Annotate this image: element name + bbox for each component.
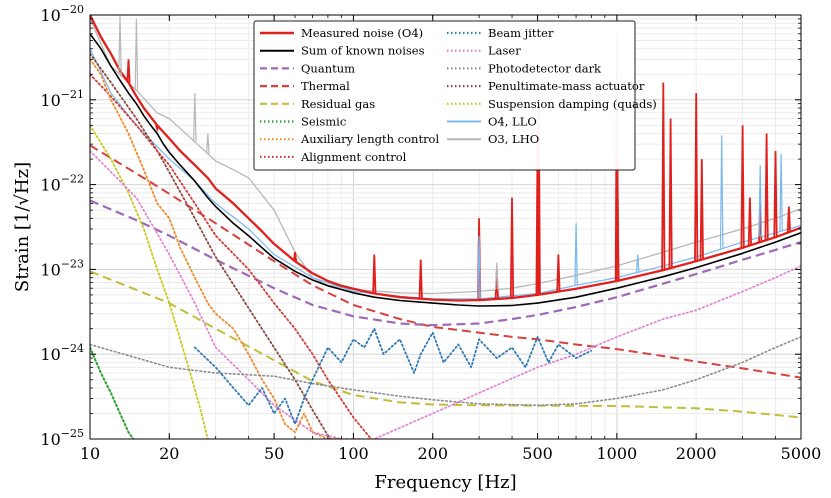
legend-label: Measured noise (O4) <box>301 26 423 40</box>
legend-frame <box>253 20 636 171</box>
y-tick-label: 10−20 <box>40 3 84 25</box>
spectral-line-spike <box>574 223 578 286</box>
legend-label: Alignment control <box>300 150 407 164</box>
spectral-line-spike <box>206 133 210 154</box>
spectral-line-spike <box>495 262 499 290</box>
x-tick-label: 2000 <box>676 444 717 463</box>
spectral-line-spike <box>661 82 666 271</box>
legend-label: Beam jitter <box>488 26 554 40</box>
spectral-line-spike <box>668 118 673 269</box>
spectral-line-spike <box>134 18 139 91</box>
legend-label: O3, LHO <box>488 132 539 146</box>
x-tick-label: 50 <box>264 444 284 463</box>
legend-label: Suspension damping (quads) <box>488 97 657 111</box>
y-tick-label: 10−21 <box>40 88 84 110</box>
spectral-line-spike <box>764 133 769 241</box>
x-tick-label: 20 <box>159 444 179 463</box>
series-measured-noise-o4 <box>90 15 801 302</box>
spectral-line-spike <box>292 251 298 262</box>
y-tick-label: 10−25 <box>40 427 84 449</box>
spectral-line-spike <box>556 254 561 292</box>
series-suspension-damping-quads <box>90 124 209 439</box>
x-axis-title: Frequency [Hz] <box>374 472 516 493</box>
x-tick-label: 10 <box>80 444 100 463</box>
legend-label: Seismic <box>301 115 346 129</box>
spectral-line-spike <box>719 135 724 249</box>
x-tick-label: 200 <box>417 444 448 463</box>
spectral-line-spike <box>786 206 791 233</box>
x-tick-label: 5000 <box>781 444 822 463</box>
spectral-line-spike <box>509 197 515 299</box>
series-seismic <box>90 346 135 439</box>
series-auxiliary-length-control <box>90 58 343 439</box>
y-axis-title: Strain [1/√Hz] <box>12 162 33 292</box>
spectral-line-spike <box>747 197 752 246</box>
spectral-line-spike <box>758 165 762 238</box>
spectral-line-spike <box>118 15 122 75</box>
spectral-line-spike <box>477 235 481 299</box>
legend-label: O4, LLO <box>488 115 537 129</box>
legend-label: Auxiliary length control <box>300 132 439 146</box>
spectral-line-spike <box>155 125 160 133</box>
x-tick-label: 500 <box>522 444 553 463</box>
spectral-line-spike <box>193 93 197 142</box>
spectral-line-spike <box>372 254 377 294</box>
series-thermal <box>90 144 801 379</box>
series-sum-of-known-noises <box>90 33 801 307</box>
series-quantum <box>90 199 801 327</box>
spectral-line-spike <box>635 254 640 273</box>
series-group <box>90 15 801 439</box>
series-alignment-control <box>90 73 373 439</box>
spectral-line-spike <box>773 150 778 238</box>
legend-label: Penultimate-mass actuator <box>488 79 645 93</box>
x-tick-label: 100 <box>338 444 369 463</box>
spectral-line-spike <box>694 93 699 262</box>
legend-label: Thermal <box>301 79 350 93</box>
spectral-line-spike <box>779 153 783 232</box>
series-penultimate-mass-actuator <box>90 52 332 439</box>
series-residual-gas <box>90 270 801 419</box>
legend: Measured noise (O4) Sum of known noises Qu… <box>253 20 657 171</box>
y-tick-label: 10−24 <box>40 342 84 364</box>
legend-label: Photodetector dark <box>488 61 602 75</box>
legend-label: Residual gas <box>301 97 375 111</box>
y-tick-label: 10−23 <box>40 257 84 279</box>
plot-frame <box>89 14 802 440</box>
spectral-line-spike <box>418 259 423 299</box>
spectral-line-spike <box>740 125 745 248</box>
spectral-line-spike <box>699 159 704 260</box>
legend-label: Laser <box>488 44 521 58</box>
series-laser <box>90 150 801 439</box>
x-tick-label: 1000 <box>597 444 638 463</box>
spectral-line-spike <box>126 59 131 83</box>
legend-label: Sum of known noises <box>301 44 425 58</box>
series-photodetector-dark <box>90 336 801 407</box>
y-tick-label: 10−22 <box>40 173 84 195</box>
series-beam-jitter <box>193 327 593 425</box>
legend-label: Quantum <box>301 61 355 75</box>
